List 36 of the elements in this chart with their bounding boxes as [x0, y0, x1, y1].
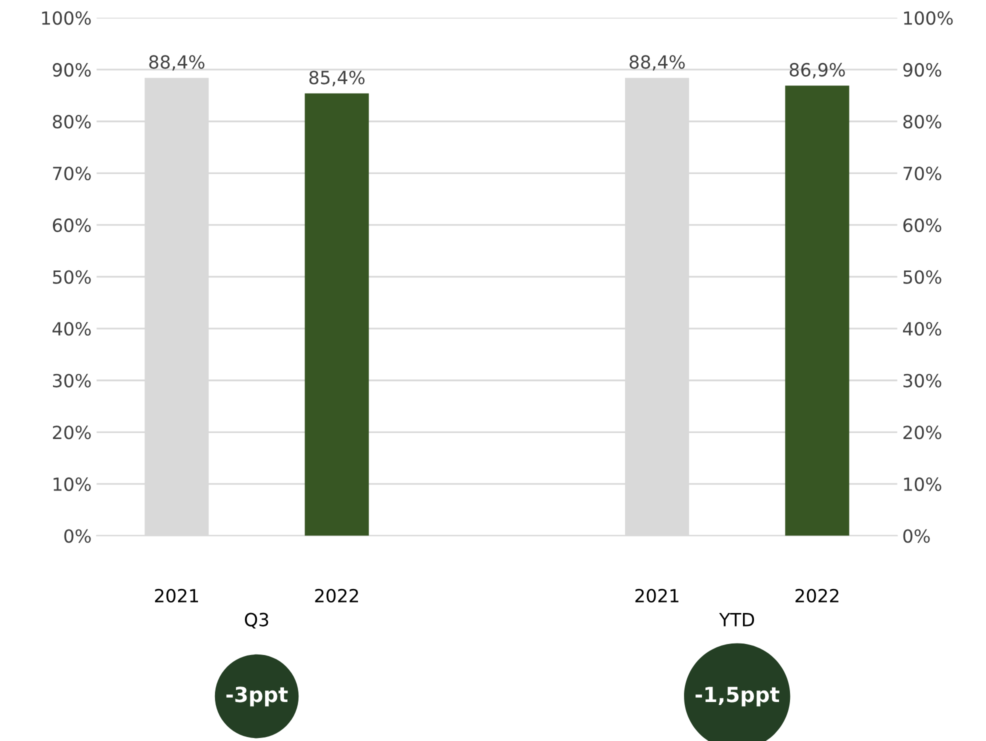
y2-tick-label: 0%: [903, 529, 930, 543]
data-label: 86,9%: [790, 62, 845, 78]
y2-tick-label: 10%: [904, 477, 942, 492]
bar: [785, 86, 850, 536]
y-tick-label: 50%: [53, 270, 91, 284]
text: YTD: [719, 613, 754, 626]
text: -1,5ppt: [696, 686, 780, 706]
y-tick-label: 0%: [64, 529, 91, 543]
text: -3ppt: [226, 686, 288, 706]
y-tick-label: 20%: [52, 426, 91, 440]
y-tick-label: 90%: [52, 63, 91, 77]
y2-tick-label: 100%: [904, 11, 953, 25]
y2-tick-label: 60%: [903, 218, 942, 232]
y-tick-label: 60%: [52, 218, 91, 232]
x-tick-label: 2022: [315, 588, 358, 602]
y-tick-label: 10%: [54, 477, 91, 492]
y-tick-label: 80%: [52, 114, 91, 128]
y2-tick-label: 80%: [903, 114, 942, 128]
y2-tick-label: 20%: [903, 426, 942, 440]
x-tick-label: 2022: [796, 588, 838, 602]
x-tick-label: 2021: [155, 588, 198, 602]
data-label: 88,4%: [149, 55, 204, 71]
bar: [304, 93, 369, 536]
x-tick-label: 2021: [635, 588, 678, 602]
y2-tick-label: 70%: [904, 166, 942, 180]
data-label: 88,4%: [630, 55, 685, 71]
y2-tick-label: 90%: [903, 63, 942, 77]
y-tick-label: 70%: [53, 166, 91, 180]
y-tick-label: 100%: [42, 11, 91, 25]
y2-tick-label: 40%: [903, 322, 942, 336]
text: Q3: [244, 612, 268, 629]
y2-tick-label: 50%: [904, 270, 942, 284]
y2-tick-label: 30%: [904, 374, 942, 388]
data-label: 85,4%: [309, 70, 364, 86]
y-tick-label: 40%: [52, 322, 91, 336]
y-tick-label: 30%: [53, 374, 91, 388]
